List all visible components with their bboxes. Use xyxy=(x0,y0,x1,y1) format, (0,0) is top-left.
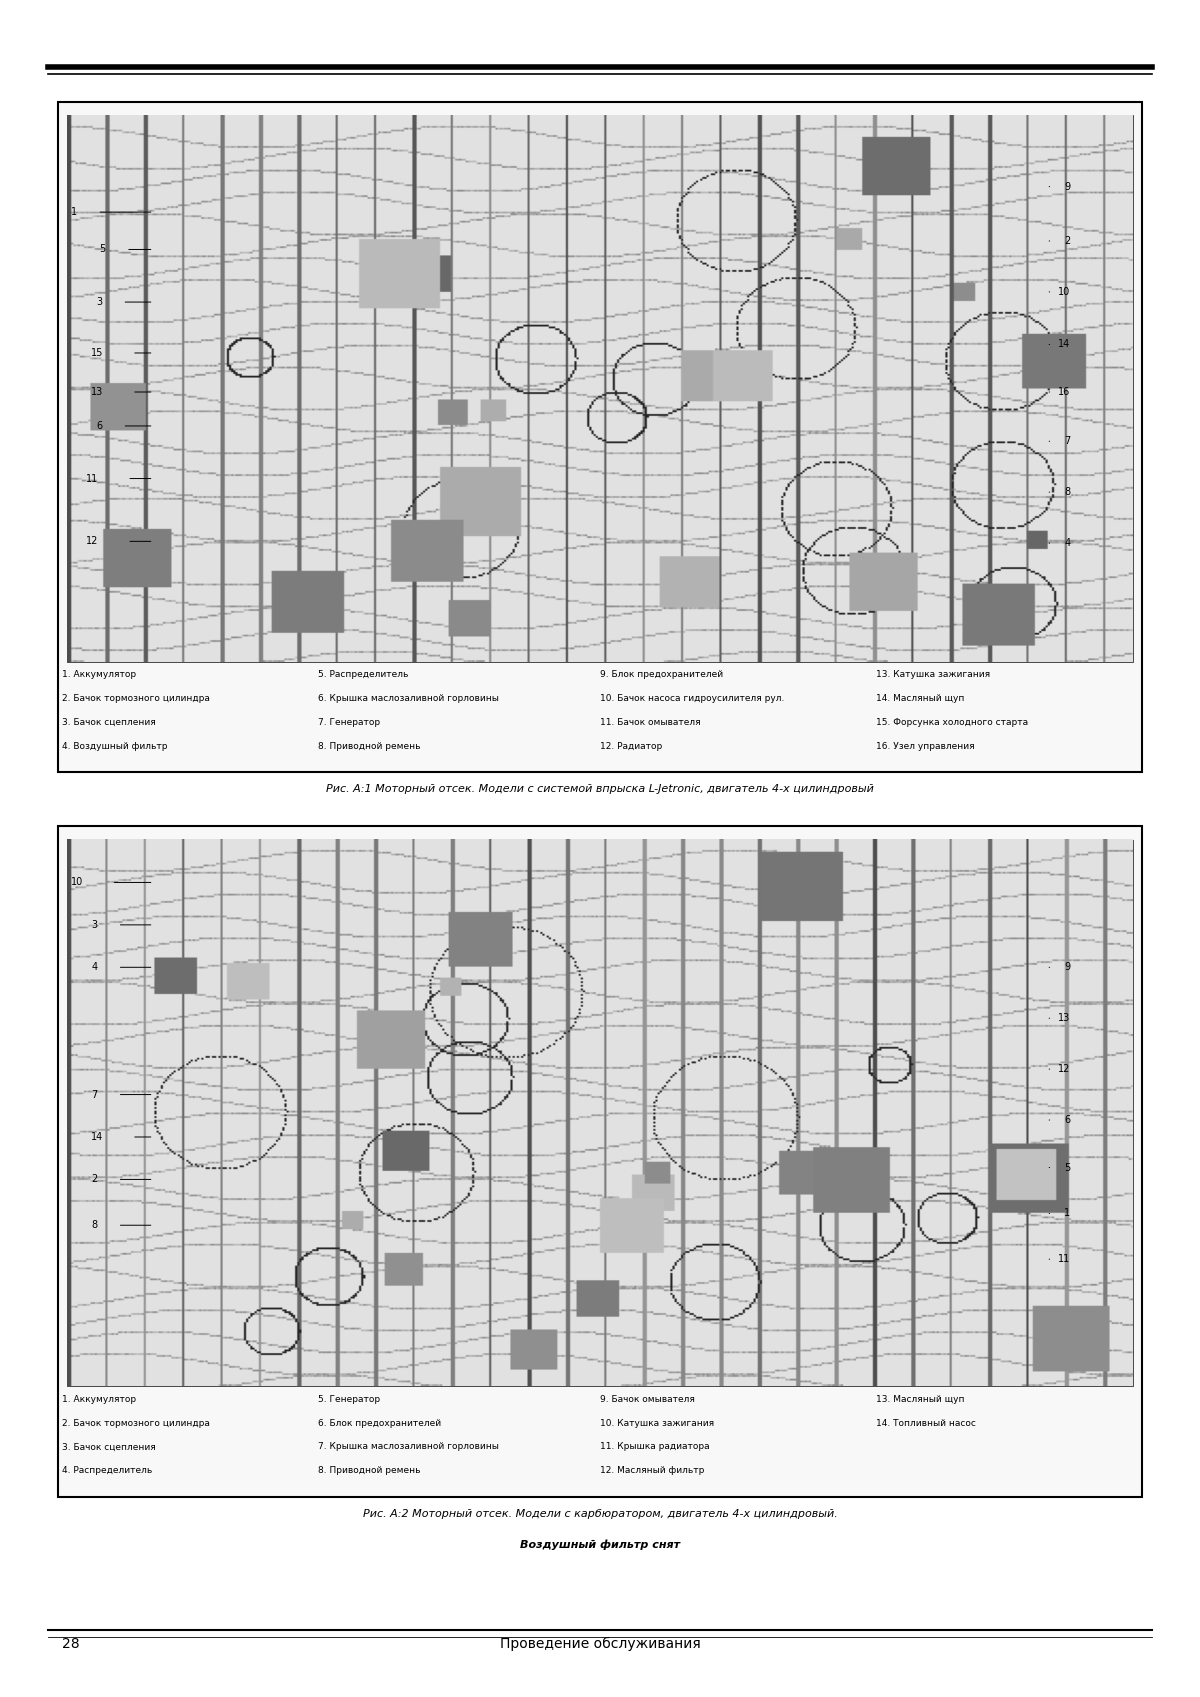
Text: 7. Генератор: 7. Генератор xyxy=(318,718,380,726)
Text: 12. Радиатор: 12. Радиатор xyxy=(600,742,662,750)
Text: 10. Бачок насоса гидроусилителя рул.: 10. Бачок насоса гидроусилителя рул. xyxy=(600,694,785,703)
Text: 10. Катушка зажигания: 10. Катушка зажигания xyxy=(600,1419,714,1427)
Text: 5. Генератор: 5. Генератор xyxy=(318,1395,380,1403)
Text: Рис. А:1 Моторный отсек. Модели с системой впрыска L-Jetronic, двигатель 4-х цил: Рис. А:1 Моторный отсек. Модели с систем… xyxy=(326,784,874,794)
Text: Воздушный фильтр снят: Воздушный фильтр снят xyxy=(520,1539,680,1549)
Text: 5: 5 xyxy=(100,244,106,255)
Text: 2. Бачок тормозного цилиндра: 2. Бачок тормозного цилиндра xyxy=(62,1419,210,1427)
Text: 12: 12 xyxy=(1058,1064,1070,1074)
Text: 13: 13 xyxy=(91,387,103,397)
Text: 10: 10 xyxy=(1058,287,1070,297)
Text: 8: 8 xyxy=(91,1220,97,1230)
Text: 11: 11 xyxy=(1058,1254,1070,1264)
Text: 9. Бачок омывателя: 9. Бачок омывателя xyxy=(600,1395,695,1403)
Text: 11. Бачок омывателя: 11. Бачок омывателя xyxy=(600,718,701,726)
Text: 16. Узел управления: 16. Узел управления xyxy=(876,742,974,750)
Text: 6: 6 xyxy=(96,421,102,431)
Text: 14: 14 xyxy=(1058,339,1070,350)
Text: 11. Крышка радиатора: 11. Крышка радиатора xyxy=(600,1442,709,1451)
Text: 14. Топливный насос: 14. Топливный насос xyxy=(876,1419,976,1427)
Text: 3. Бачок сцепления: 3. Бачок сцепления xyxy=(62,718,156,726)
Bar xyxy=(58,826,1142,1497)
Text: 6. Крышка маслозаливной горловины: 6. Крышка маслозаливной горловины xyxy=(318,694,499,703)
Text: 12. Масляный фильтр: 12. Масляный фильтр xyxy=(600,1466,704,1475)
Text: 11: 11 xyxy=(86,473,98,484)
Text: 1. Аккумулятор: 1. Аккумулятор xyxy=(62,1395,137,1403)
Text: 7. Крышка маслозаливной горловины: 7. Крышка маслозаливной горловины xyxy=(318,1442,499,1451)
Text: 8. Приводной ремень: 8. Приводной ремень xyxy=(318,1466,420,1475)
Text: 7: 7 xyxy=(91,1089,97,1100)
Text: 3. Бачок сцепления: 3. Бачок сцепления xyxy=(62,1442,156,1451)
Text: 7: 7 xyxy=(1064,436,1070,446)
Text: 4. Распределитель: 4. Распределитель xyxy=(62,1466,152,1475)
Text: 3: 3 xyxy=(91,920,97,930)
Text: Рис. А:2 Моторный отсек. Модели с карбюратором, двигатель 4-х цилиндровый.: Рис. А:2 Моторный отсек. Модели с карбюр… xyxy=(362,1509,838,1519)
Text: 4: 4 xyxy=(1064,538,1070,548)
Text: 9: 9 xyxy=(1064,962,1070,972)
Text: 8: 8 xyxy=(1064,487,1070,497)
Text: 10: 10 xyxy=(71,877,83,888)
Text: 4. Воздушный фильтр: 4. Воздушный фильтр xyxy=(62,742,168,750)
Text: 6. Блок предохранителей: 6. Блок предохранителей xyxy=(318,1419,442,1427)
Text: 1: 1 xyxy=(1064,1208,1070,1218)
Text: 1: 1 xyxy=(71,207,77,217)
Text: 5. Распределитель: 5. Распределитель xyxy=(318,670,408,679)
Text: 2: 2 xyxy=(91,1174,97,1185)
Text: Проведение обслуживания: Проведение обслуживания xyxy=(499,1636,701,1651)
Text: 14. Масляный щуп: 14. Масляный щуп xyxy=(876,694,965,703)
Text: 15. Форсунка холодного старта: 15. Форсунка холодного старта xyxy=(876,718,1028,726)
Text: 9. Блок предохранителей: 9. Блок предохранителей xyxy=(600,670,724,679)
Text: 3: 3 xyxy=(96,297,102,307)
Text: 16: 16 xyxy=(1058,387,1070,397)
Text: 14: 14 xyxy=(91,1132,103,1142)
Text: 2. Бачок тормозного цилиндра: 2. Бачок тормозного цилиндра xyxy=(62,694,210,703)
Text: 12: 12 xyxy=(86,536,98,546)
Text: 15: 15 xyxy=(91,348,103,358)
Text: 2: 2 xyxy=(1064,236,1070,246)
Text: 4: 4 xyxy=(91,962,97,972)
Text: 9: 9 xyxy=(1064,182,1070,192)
Text: 13: 13 xyxy=(1058,1013,1070,1023)
Bar xyxy=(58,102,1142,772)
Bar xyxy=(67,115,1133,662)
Bar xyxy=(67,840,1133,1386)
Text: 13. Масляный щуп: 13. Масляный щуп xyxy=(876,1395,965,1403)
Text: 28: 28 xyxy=(62,1636,80,1651)
Text: 1. Аккумулятор: 1. Аккумулятор xyxy=(62,670,137,679)
Text: 13. Катушка зажигания: 13. Катушка зажигания xyxy=(876,670,990,679)
Text: 5: 5 xyxy=(1064,1162,1070,1173)
Text: 8. Приводной ремень: 8. Приводной ремень xyxy=(318,742,420,750)
Text: 6: 6 xyxy=(1064,1115,1070,1125)
